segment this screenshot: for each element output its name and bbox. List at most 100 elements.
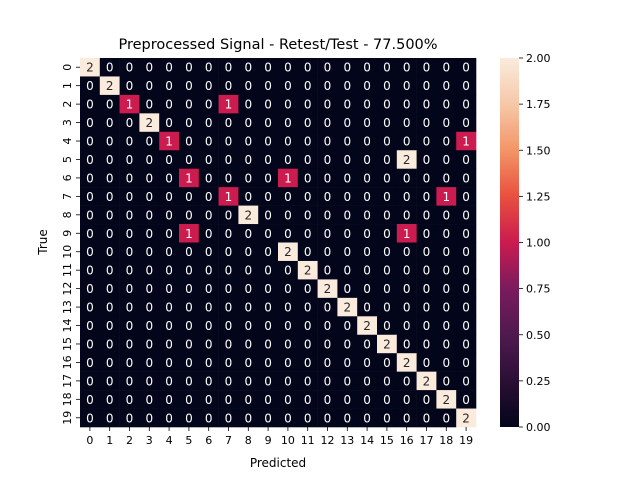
heatmap-cell	[436, 168, 457, 188]
heatmap-cell	[159, 408, 180, 428]
cell-value-label: 0	[363, 245, 371, 259]
cell-value-label: 0	[264, 319, 272, 333]
cell-value-label: 0	[304, 116, 312, 130]
heatmap-cell	[80, 168, 101, 188]
heatmap-cell	[456, 94, 477, 114]
cell-value-label: 0	[185, 245, 193, 259]
heatmap-cell	[80, 113, 101, 133]
cell-value-label: 0	[126, 61, 134, 75]
cell-value-label: 0	[403, 208, 411, 222]
x-tick-label: 19	[459, 434, 473, 447]
heatmap-cell	[357, 316, 378, 336]
cell-value-label: 0	[324, 319, 332, 333]
cell-value-label: 0	[462, 208, 470, 222]
cell-value-label: 0	[86, 190, 94, 204]
heatmap-cell	[238, 94, 259, 114]
cell-value-label: 0	[423, 411, 431, 425]
cell-value-label: 0	[225, 411, 233, 425]
heatmap-cell	[337, 94, 358, 114]
cell-value-label: 0	[185, 282, 193, 296]
cell-value-label: 0	[86, 282, 94, 296]
cell-value-label: 0	[205, 301, 213, 315]
heatmap-cell	[337, 408, 358, 428]
y-tick-label: 11	[61, 263, 74, 277]
cell-value-label: 0	[403, 171, 411, 185]
heatmap-cell	[119, 131, 140, 151]
x-tick-label: 14	[360, 434, 374, 447]
cell-value-label: 0	[442, 374, 450, 388]
heatmap-cell	[377, 94, 398, 114]
heatmap-cell	[278, 242, 299, 262]
heatmap-cell	[416, 297, 437, 317]
cell-value-label: 0	[264, 227, 272, 241]
x-axis-ticks: 0 1 2 3 4 5 6 7 8 9 10 11 12 13 14 15 16 17 18 19	[86, 427, 473, 447]
cell-value-label: 0	[462, 282, 470, 296]
cell-value-label: 0	[423, 393, 431, 407]
cell-value-label: 0	[363, 171, 371, 185]
heatmap-cell	[377, 371, 398, 391]
heatmap-cell	[198, 242, 219, 262]
heatmap-cell	[317, 131, 338, 151]
heatmap-cell	[456, 76, 477, 96]
cell-value-label: 2	[343, 301, 351, 315]
heatmap-cell	[99, 205, 120, 225]
cell-value-label: 0	[304, 319, 312, 333]
cell-value-label: 0	[106, 227, 114, 241]
heatmap-cell	[99, 168, 120, 188]
heatmap-cell	[436, 205, 457, 225]
cell-value-label: 0	[165, 393, 173, 407]
cell-value-label: 0	[86, 301, 94, 315]
cell-value-label: 0	[126, 319, 134, 333]
x-tick-label: 7	[225, 434, 232, 447]
cell-value-label: 0	[185, 208, 193, 222]
cell-value-label: 0	[442, 411, 450, 425]
heatmap-cell	[297, 224, 318, 243]
heatmap-cell	[258, 279, 279, 299]
heatmap-cell	[198, 334, 219, 354]
heatmap-cell	[258, 150, 279, 169]
cell-value-label: 0	[165, 98, 173, 112]
cell-value-label: 2	[145, 116, 153, 130]
cell-value-label: 0	[442, 282, 450, 296]
heatmap-cell	[139, 279, 160, 299]
cell-value-label: 0	[244, 374, 252, 388]
heatmap-cell	[179, 76, 200, 96]
cell-value-label: 0	[264, 171, 272, 185]
x-tick-label: 17	[420, 434, 434, 447]
heatmap-cell	[119, 390, 140, 409]
heatmap-cell	[278, 316, 299, 336]
cell-value-label: 1	[284, 171, 292, 185]
heatmap-cell	[238, 76, 259, 96]
y-tick-label: 17	[61, 374, 74, 388]
cell-value-label: 1	[225, 98, 233, 112]
heatmap-cell	[317, 390, 338, 409]
heatmap-cell	[357, 334, 378, 354]
heatmap-cell	[436, 408, 457, 428]
heatmap-cell	[416, 113, 437, 133]
cell-value-label: 0	[185, 393, 193, 407]
cell-value-label: 0	[145, 393, 153, 407]
heatmap-cell	[99, 316, 120, 336]
y-tick-label: 1	[61, 82, 74, 89]
cell-value-label: 0	[205, 61, 213, 75]
heatmap-cell	[317, 94, 338, 114]
cell-value-label: 0	[324, 61, 332, 75]
cell-value-label: 0	[304, 208, 312, 222]
heatmap-cell	[159, 334, 180, 354]
heatmap-cell	[416, 316, 437, 336]
heatmap-cell	[317, 408, 338, 428]
heatmap-cell	[297, 58, 318, 77]
heatmap-cell	[198, 76, 219, 96]
heatmap-cell	[317, 260, 338, 280]
cell-value-label: 0	[244, 61, 252, 75]
heatmap-cell	[377, 390, 398, 409]
cell-value-label: 0	[205, 374, 213, 388]
cell-value-label: 0	[126, 135, 134, 149]
cell-value-label: 0	[304, 337, 312, 351]
heatmap-cell	[119, 150, 140, 169]
heatmap-cell	[337, 334, 358, 354]
heatmap-cell	[436, 371, 457, 391]
cell-value-label: 0	[126, 171, 134, 185]
heatmap-cell	[337, 279, 358, 299]
